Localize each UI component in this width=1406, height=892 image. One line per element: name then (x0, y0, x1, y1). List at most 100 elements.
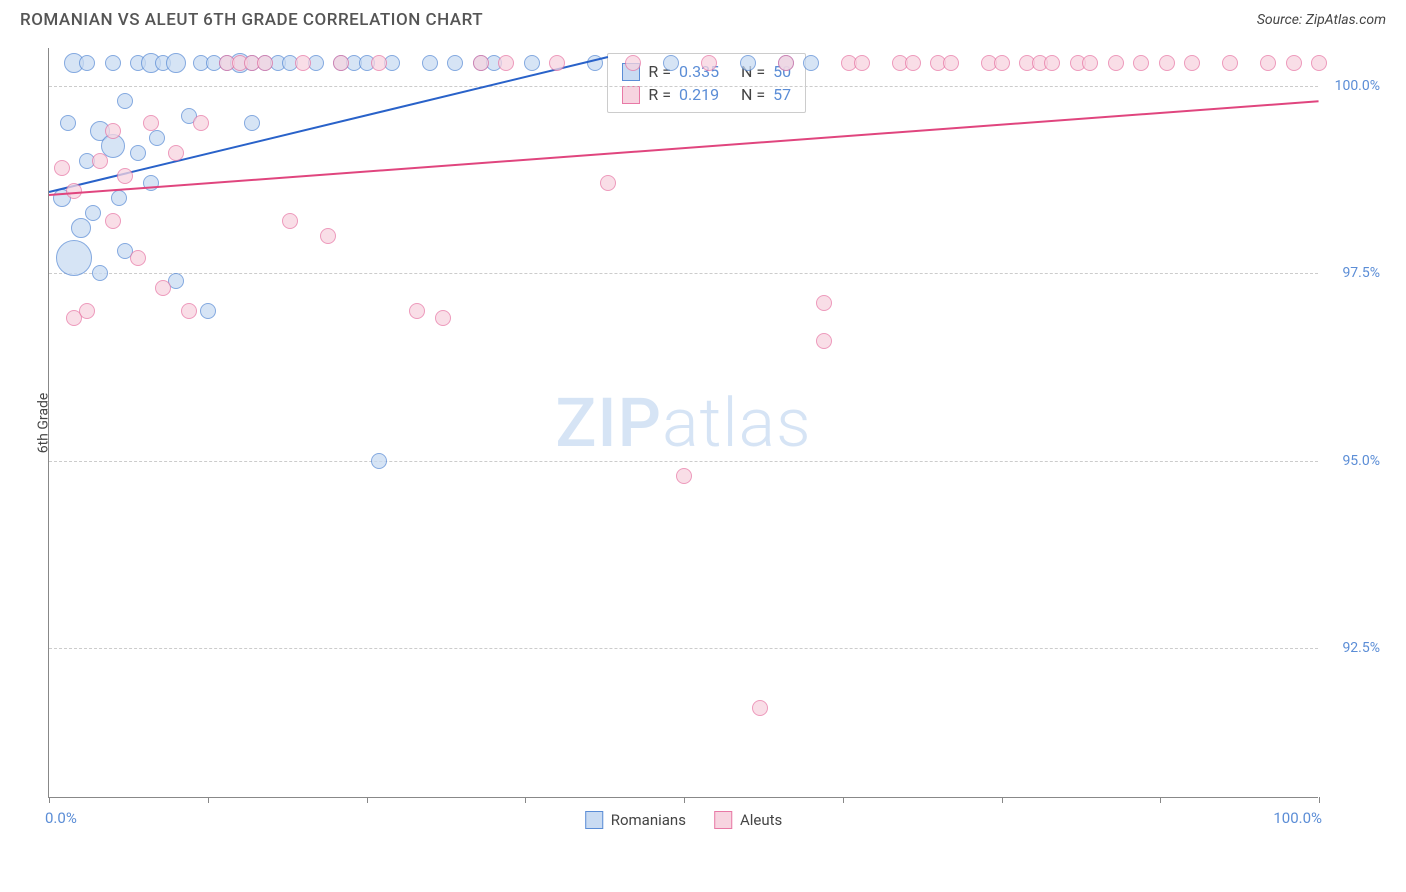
data-point (740, 55, 756, 71)
data-point (56, 240, 92, 276)
data-point (130, 250, 146, 266)
data-point (625, 55, 641, 71)
data-point (524, 55, 540, 71)
data-point (181, 303, 197, 319)
chart-title: ROMANIAN VS ALEUT 6TH GRADE CORRELATION … (20, 10, 483, 30)
data-point (155, 280, 171, 296)
data-point (778, 55, 794, 71)
gridline (49, 461, 1318, 462)
data-point (409, 303, 425, 319)
data-point (905, 55, 921, 71)
data-point (752, 700, 768, 716)
data-point (422, 55, 438, 71)
x-tick (843, 797, 844, 803)
data-point (1044, 55, 1060, 71)
data-point (1286, 55, 1302, 71)
legend-label: Aleuts (740, 811, 782, 829)
x-tick (367, 797, 368, 803)
data-point (117, 93, 133, 109)
r-label: R = (648, 85, 671, 104)
data-point (66, 183, 82, 199)
data-point (200, 303, 216, 319)
y-tick-label: 100.0% (1335, 78, 1380, 94)
data-point (600, 175, 616, 191)
data-point (244, 115, 260, 131)
trend-line (49, 101, 1319, 197)
data-point (435, 310, 451, 326)
x-axis-min-label: 0.0% (45, 809, 77, 827)
data-point (111, 190, 127, 206)
data-point (371, 55, 387, 71)
data-point (473, 55, 489, 71)
plot-area: ZIPatlas 6th Grade 0.0% 100.0% R =0.335N… (48, 48, 1318, 798)
legend-item: Romanians (585, 811, 686, 829)
x-tick (684, 797, 685, 803)
data-point (282, 213, 298, 229)
data-point (71, 218, 91, 238)
y-tick-label: 92.5% (1342, 640, 1380, 656)
data-point (85, 205, 101, 221)
x-tick (49, 797, 50, 803)
data-point (143, 115, 159, 131)
data-point (79, 55, 95, 71)
data-point (92, 153, 108, 169)
y-axis-title: 6th Grade (35, 392, 51, 453)
data-point (295, 55, 311, 71)
x-tick (208, 797, 209, 803)
watermark: ZIPatlas (555, 383, 811, 463)
data-point (816, 333, 832, 349)
r-value: 0.219 (679, 85, 733, 104)
data-point (447, 55, 463, 71)
legend-label: Romanians (611, 811, 686, 829)
data-point (1133, 55, 1149, 71)
data-point (333, 55, 349, 71)
data-point (130, 145, 146, 161)
data-point (1260, 55, 1276, 71)
y-tick-label: 97.5% (1342, 265, 1380, 281)
data-point (676, 468, 692, 484)
chart-container: ZIPatlas 6th Grade 0.0% 100.0% R =0.335N… (48, 48, 1388, 818)
source-label: Source: ZipAtlas.com (1257, 12, 1386, 28)
data-point (943, 55, 959, 71)
data-point (105, 123, 121, 139)
watermark-light: atlas (662, 383, 812, 463)
legend-item: Aleuts (714, 811, 782, 829)
data-point (79, 303, 95, 319)
data-point (105, 213, 121, 229)
legend-swatch (585, 811, 603, 829)
legend-swatch (622, 86, 640, 104)
data-point (1311, 55, 1327, 71)
data-point (54, 160, 70, 176)
data-point (701, 55, 717, 71)
data-point (371, 453, 387, 469)
data-point (1184, 55, 1200, 71)
x-tick (1002, 797, 1003, 803)
data-point (193, 115, 209, 131)
data-point (663, 55, 679, 71)
x-tick (525, 797, 526, 803)
data-point (117, 168, 133, 184)
data-point (816, 295, 832, 311)
data-point (60, 115, 76, 131)
data-point (257, 55, 273, 71)
x-tick (1319, 797, 1320, 803)
x-axis-max-label: 100.0% (1273, 809, 1322, 827)
data-point (1108, 55, 1124, 71)
data-point (320, 228, 336, 244)
data-point (166, 53, 186, 73)
data-point (549, 55, 565, 71)
data-point (803, 55, 819, 71)
data-point (498, 55, 514, 71)
data-point (168, 145, 184, 161)
gridline (49, 86, 1318, 87)
data-point (105, 55, 121, 71)
gridline (49, 273, 1318, 274)
data-point (1222, 55, 1238, 71)
data-point (994, 55, 1010, 71)
data-point (854, 55, 870, 71)
gridline (49, 648, 1318, 649)
n-label: N = (741, 85, 765, 104)
x-tick (1160, 797, 1161, 803)
n-value: 57 (773, 85, 791, 104)
data-point (1082, 55, 1098, 71)
